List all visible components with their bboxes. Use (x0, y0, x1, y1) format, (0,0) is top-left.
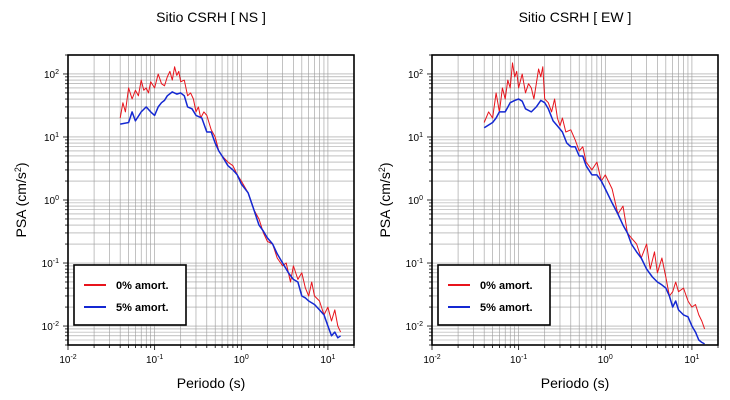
y-tick-exp: 2 (55, 69, 59, 76)
x-tick-label: 101 (684, 354, 699, 366)
y-axis-label: PSA (cm/s2) (13, 162, 29, 237)
y-tick-base: 10 (408, 196, 420, 207)
y-tick-exp: 1 (419, 132, 423, 139)
y-tick-base: 10 (42, 259, 54, 270)
x-tick-exp: -2 (434, 354, 440, 361)
x-tick-exp: -1 (521, 354, 527, 361)
x-tick-base: 10 (320, 355, 332, 366)
chart-panel-1: Sitio CSRH [ NS ]10-2 10-1 100 10110-210-11… (13, 9, 355, 391)
y-tick-label: 10-2 (42, 321, 59, 333)
y-axis-label-main: PSA (cm/s (13, 172, 29, 237)
legend: 0% amort. 5% amort. (437, 264, 551, 326)
y-axis-label-main: PSA (cm/s (377, 172, 393, 237)
x-tick-base: 10 (598, 355, 610, 366)
y-tick-base: 10 (406, 322, 418, 333)
x-tick-label: 10-2 (59, 354, 76, 366)
legend: 0% amort. 5% amort. (73, 264, 187, 326)
y-axis-label-end: ) (13, 162, 29, 167)
y-tick-label: 10-1 (406, 258, 423, 270)
y-tick-label: 100 (408, 195, 423, 207)
y-tick-label: 102 (408, 69, 423, 81)
x-tick-base: 10 (423, 355, 435, 366)
y-tick-exp: 0 (419, 195, 423, 202)
y-axis-label-sup: 2 (377, 167, 387, 172)
y-tick-label: 100 (44, 195, 59, 207)
x-axis-label: Periodo (s) (541, 375, 609, 391)
x-tick-exp: 1 (696, 354, 700, 361)
x-tick-exp: -2 (70, 354, 76, 361)
y-tick-base: 10 (408, 70, 420, 81)
x-tick-exp: 0 (609, 354, 613, 361)
legend-label: 0% amort. (480, 280, 533, 292)
x-tick-label: 10-2 (423, 354, 440, 366)
y-tick-exp: 1 (55, 132, 59, 139)
x-tick-exp: 1 (332, 354, 336, 361)
y-tick-label: 102 (44, 69, 59, 81)
y-tick-base: 10 (42, 322, 54, 333)
y-axis-label-sup: 2 (13, 167, 23, 172)
y-tick-base: 10 (44, 196, 56, 207)
y-tick-base: 10 (44, 133, 56, 144)
series-line-amort-0 (119, 66, 342, 333)
y-tick-base: 10 (406, 259, 418, 270)
y-tick-label: 10-1 (42, 258, 59, 270)
x-tick-exp: 0 (245, 354, 249, 361)
legend-box (437, 264, 551, 326)
series-line-amort-0 (483, 62, 706, 330)
x-tick-label: 101 (320, 354, 335, 366)
y-tick-base: 10 (408, 133, 420, 144)
chart-title: Sitio CSRH [ EW ] (519, 9, 632, 25)
y-tick-exp: -1 (53, 258, 59, 265)
y-tick-label: 101 (44, 132, 59, 144)
y-tick-exp: 2 (419, 69, 423, 76)
x-tick-label: 100 (598, 354, 613, 366)
y-tick-label: 10-2 (406, 321, 423, 333)
x-tick-base: 10 (684, 355, 696, 366)
x-axis-label: Periodo (s) (177, 375, 245, 391)
y-tick-exp: -2 (417, 321, 423, 328)
series-line-amort-5 (120, 91, 342, 339)
y-tick-base: 10 (44, 70, 56, 81)
chart-panel-2: Sitio CSRH [ EW ]10-2 10-1 100 10110-210-11… (377, 9, 719, 391)
y-tick-exp: -1 (417, 258, 423, 265)
y-tick-label: 101 (408, 132, 423, 144)
x-tick-label: 10-1 (146, 354, 163, 366)
x-tick-exp: -1 (157, 354, 163, 361)
y-tick-exp: 0 (55, 195, 59, 202)
x-tick-label: 100 (234, 354, 249, 366)
x-tick-base: 10 (59, 355, 71, 366)
legend-label: 5% amort. (480, 302, 533, 314)
y-axis-label: PSA (cm/s2) (377, 162, 393, 237)
chart-title: Sitio CSRH [ NS ] (156, 9, 266, 25)
y-axis-label-end: ) (377, 162, 393, 167)
series-line-amort-5 (483, 98, 705, 345)
y-tick-exp: -2 (53, 321, 59, 328)
legend-label: 0% amort. (116, 280, 169, 292)
x-tick-base: 10 (146, 355, 158, 366)
tick-marks (63, 54, 355, 350)
x-tick-base: 10 (510, 355, 522, 366)
tick-marks (427, 54, 719, 350)
legend-label: 5% amort. (116, 302, 169, 314)
x-tick-label: 10-1 (510, 354, 527, 366)
legend-box (73, 264, 187, 326)
x-tick-base: 10 (234, 355, 246, 366)
